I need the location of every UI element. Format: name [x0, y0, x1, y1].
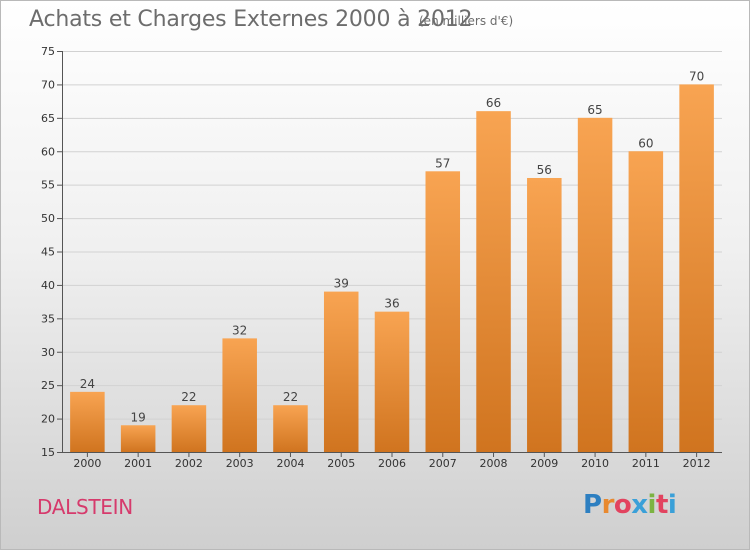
bar	[222, 338, 257, 452]
data-label: 65	[587, 103, 602, 117]
chart-subtitle: (en milliers d'€)	[419, 14, 514, 28]
x-tick-label: 2010	[581, 457, 609, 470]
y-tick-label: 65	[41, 112, 55, 125]
axes: 15 20 25 30 35 40 45 50 55 60 65 70 75 2000 2001 2002 20…	[41, 45, 722, 470]
commune-name: DALSTEIN	[37, 495, 133, 519]
data-label: 66	[486, 96, 501, 110]
data-label: 56	[537, 163, 552, 177]
x-tick-label: 2012	[683, 457, 711, 470]
y-tick-label: 50	[41, 212, 55, 225]
data-label: 22	[283, 390, 298, 404]
logo-letter: x	[631, 490, 648, 520]
y-tick-label: 60	[41, 145, 55, 158]
logo-letter: i	[667, 490, 677, 520]
data-label: 70	[689, 69, 704, 83]
y-tick-label: 25	[41, 379, 55, 392]
bar	[70, 391, 105, 452]
data-label: 24	[80, 377, 95, 391]
x-tick-label: 2006	[378, 457, 406, 470]
x-tick-label: 2005	[327, 457, 355, 470]
data-label: 60	[638, 136, 653, 150]
bar	[679, 84, 714, 453]
x-tick-label: 2002	[175, 457, 203, 470]
x-tick-label: 2009	[530, 457, 558, 470]
x-tick-label: 2008	[480, 457, 508, 470]
logo-letter: i	[647, 490, 657, 520]
y-tick-label: 35	[41, 312, 55, 325]
bar	[476, 111, 511, 453]
y-tick-label: 20	[41, 413, 55, 426]
logo-letter: r	[601, 490, 615, 520]
labels: 24 19 22 32 22 39 36 57 66 56 65 60 70	[80, 69, 705, 424]
bar	[425, 171, 461, 453]
bar	[577, 117, 613, 452]
data-label: 39	[334, 277, 349, 291]
y-tick-label: 40	[41, 279, 55, 292]
logo-letter: o	[613, 490, 632, 520]
x-tick-label: 2007	[429, 457, 457, 470]
chart-title: Achats et Charges Externes 2000 à 2012	[29, 7, 473, 32]
bars	[70, 84, 714, 453]
data-label: 19	[131, 410, 146, 424]
proxiti-logo[interactable]: Proxiti	[583, 490, 677, 520]
data-label: 22	[181, 390, 196, 404]
bar	[374, 311, 410, 452]
y-tick-label: 30	[41, 346, 55, 359]
y-tick-label: 15	[41, 446, 55, 459]
x-tick-label: 2000	[73, 457, 101, 470]
y-tick-label: 45	[41, 246, 55, 259]
bar	[527, 177, 562, 452]
bar	[323, 291, 359, 452]
x-tick-label: 2003	[226, 457, 254, 470]
x-tick-label: 2011	[632, 457, 660, 470]
data-label: 57	[435, 156, 450, 170]
x-tick-label: 2001	[124, 457, 152, 470]
bar	[120, 425, 156, 452]
data-label: 36	[384, 297, 399, 311]
data-label: 32	[232, 323, 247, 337]
bar	[628, 151, 664, 452]
logo-letter: t	[655, 490, 668, 520]
logo-letter: P	[583, 490, 602, 520]
y-tick-label: 70	[41, 78, 55, 91]
bar	[273, 405, 308, 452]
y-tick-label: 55	[41, 179, 55, 192]
bar	[171, 405, 207, 452]
x-tick-label: 2004	[276, 457, 304, 470]
y-tick-label: 75	[41, 45, 55, 58]
